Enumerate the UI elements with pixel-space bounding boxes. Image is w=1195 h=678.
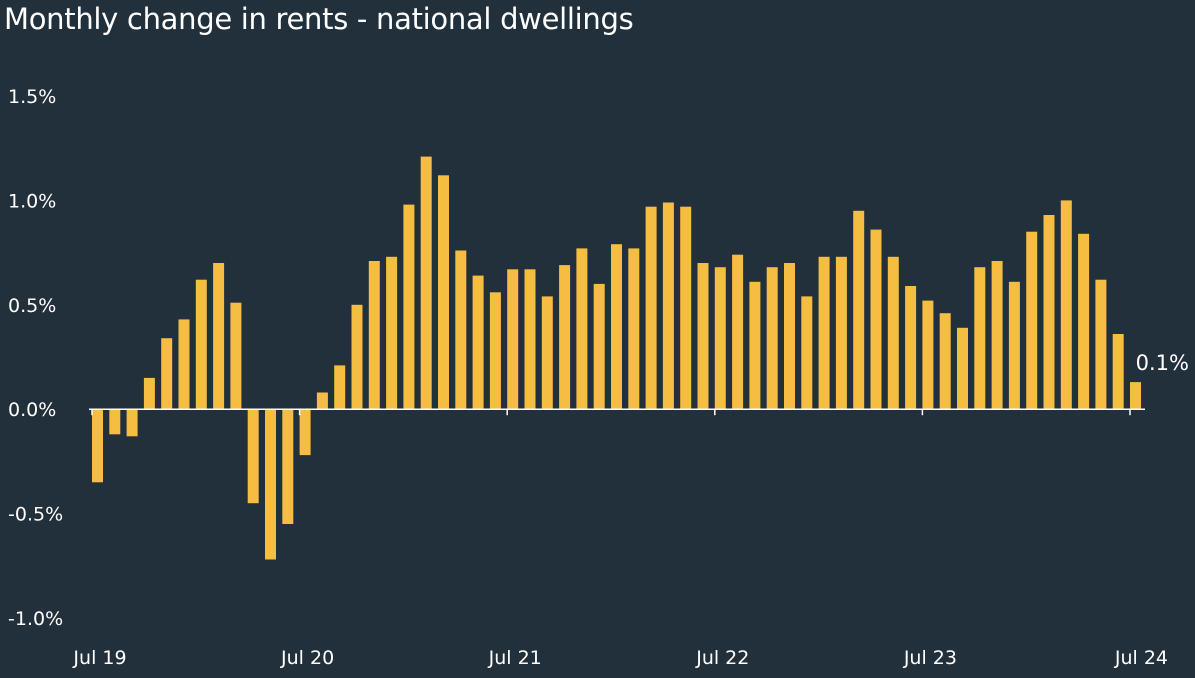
bar — [403, 204, 415, 410]
bar — [351, 304, 363, 410]
bar — [282, 409, 294, 524]
bar — [195, 279, 207, 410]
x-tick-label: Jul 21 — [488, 647, 542, 669]
bar — [611, 244, 622, 410]
bar — [1008, 281, 1020, 410]
data-label: 0.1% — [1136, 351, 1189, 375]
bar — [368, 261, 380, 410]
bar — [1026, 231, 1038, 410]
bar — [524, 269, 536, 410]
bar — [939, 313, 951, 410]
bar — [230, 302, 242, 410]
y-tick-label: 0.0% — [8, 399, 56, 421]
bar — [92, 409, 103, 483]
bar — [749, 281, 761, 410]
bar — [541, 296, 553, 410]
bar — [576, 248, 588, 410]
x-tick-label: Jul 20 — [280, 647, 334, 669]
bar — [1078, 233, 1090, 410]
bar — [489, 292, 501, 410]
bar — [714, 267, 726, 410]
bar — [1130, 382, 1141, 410]
x-tick-label: Jul 19 — [72, 647, 126, 669]
bar — [316, 392, 328, 410]
bar — [507, 269, 519, 410]
y-tick-label: 0.5% — [8, 295, 56, 317]
bar — [801, 296, 813, 410]
bar — [1060, 200, 1072, 410]
x-tick-label: Jul 23 — [903, 647, 957, 669]
bar — [853, 210, 865, 410]
bar — [455, 250, 467, 410]
bar — [680, 206, 692, 410]
bar — [161, 338, 173, 410]
bar — [247, 409, 259, 504]
bar — [559, 265, 571, 410]
bar — [126, 409, 138, 437]
bar — [835, 256, 847, 410]
bar — [818, 256, 830, 410]
bar — [697, 263, 709, 410]
bar — [887, 256, 899, 410]
bar — [628, 248, 640, 410]
bar — [386, 256, 398, 410]
x-tick-label: Jul 22 — [695, 647, 749, 669]
bar — [593, 283, 605, 410]
y-tick-label: -1.0% — [8, 608, 63, 630]
bar — [732, 254, 744, 410]
bar — [662, 202, 674, 410]
bar — [299, 409, 311, 456]
y-tick-label: 1.5% — [8, 86, 56, 108]
y-tick-label: -0.5% — [8, 504, 63, 526]
bar — [1043, 215, 1055, 410]
bar — [1095, 279, 1107, 410]
bar — [766, 267, 778, 410]
bar — [957, 327, 968, 410]
bar — [143, 377, 155, 410]
chart-title: Monthly change in rents - national dwell… — [4, 2, 634, 36]
bar — [420, 156, 432, 410]
bar — [265, 409, 276, 560]
y-tick-label: 1.0% — [8, 190, 56, 212]
bar — [438, 175, 449, 410]
bar — [1112, 334, 1124, 410]
x-tick-label: Jul 24 — [1114, 647, 1168, 669]
bar — [922, 300, 934, 410]
bar — [905, 286, 917, 410]
bar — [784, 263, 795, 410]
bar — [645, 206, 657, 410]
bar — [109, 409, 121, 435]
bar — [213, 263, 225, 410]
bar — [178, 319, 190, 410]
bar — [870, 229, 882, 410]
bar — [472, 275, 484, 410]
bar — [334, 365, 346, 410]
bar — [991, 261, 1003, 410]
bar — [974, 267, 986, 410]
